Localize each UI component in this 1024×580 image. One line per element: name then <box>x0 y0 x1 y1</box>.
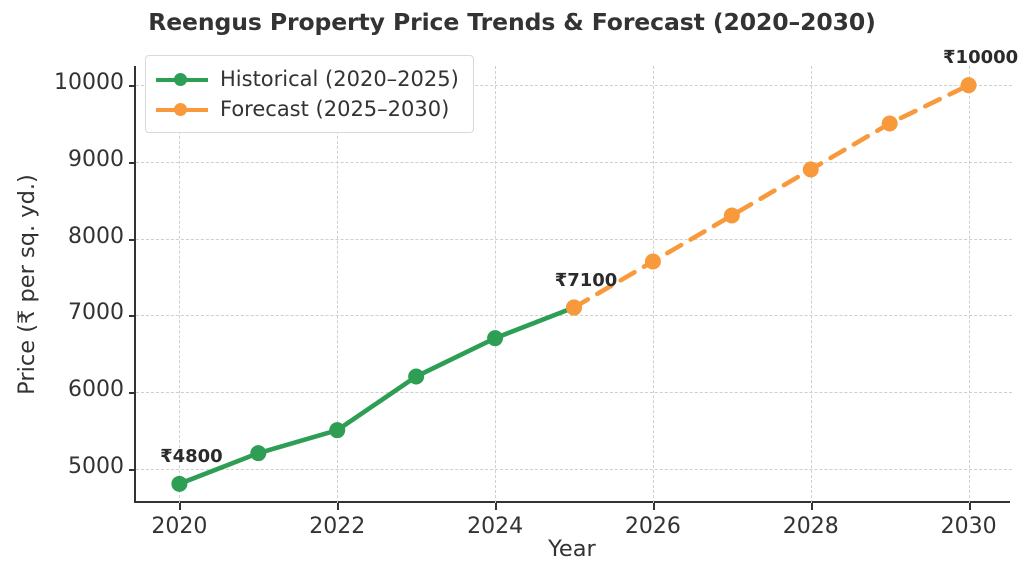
x-axis-label: Year <box>548 536 596 562</box>
data-point[interactable] <box>802 161 819 178</box>
legend-item-historical[interactable]: Historical (2020–2025) <box>156 64 459 94</box>
gridline-horizontal <box>136 391 1012 393</box>
gridline-horizontal <box>136 315 1012 317</box>
gridline-vertical <box>968 66 970 503</box>
data-label: ₹7100 <box>554 269 618 291</box>
plot-area: ₹4800 ₹7100 ₹10000 5000 6000 7000 8000 9000 100… <box>54 47 1018 539</box>
x-tick-label: 2028 <box>782 514 839 539</box>
x-tick-mark <box>495 503 498 510</box>
y-tick-mark <box>129 238 136 241</box>
data-point[interactable] <box>250 445 267 462</box>
data-label: ₹4800 <box>160 445 223 467</box>
x-tick-mark <box>968 503 971 510</box>
x-tick-label: 2026 <box>624 514 681 539</box>
gridline-vertical <box>495 66 497 503</box>
x-tick-mark <box>179 503 182 510</box>
x-tick-label: 2030 <box>940 514 997 539</box>
gridline-horizontal <box>136 161 1012 163</box>
series-line-forecast <box>571 82 971 310</box>
y-tick-mark <box>129 468 136 471</box>
y-axis-label: Price (₹ per sq. yd.) <box>14 174 40 395</box>
gridline-horizontal <box>136 85 1012 87</box>
legend-item-forecast[interactable]: Forecast (2025–2030) <box>156 94 459 124</box>
x-tick-label: 2022 <box>309 514 366 539</box>
data-label: ₹10000 <box>943 47 1019 69</box>
gridline-vertical <box>179 66 181 503</box>
data-point[interactable] <box>723 207 740 224</box>
y-tick-mark <box>129 161 136 164</box>
legend-marker-historical-icon <box>156 69 208 89</box>
data-point[interactable] <box>881 115 898 132</box>
y-tick-label: 7000 <box>68 300 124 326</box>
x-tick-mark <box>652 503 655 510</box>
gridline-vertical <box>810 66 812 503</box>
data-point[interactable] <box>408 368 425 385</box>
y-tick-label: 10000 <box>54 70 124 96</box>
x-tick-mark <box>337 503 340 510</box>
data-point[interactable] <box>329 422 346 439</box>
x-tick-mark <box>810 503 813 510</box>
y-tick-mark <box>129 85 136 88</box>
data-point[interactable] <box>487 330 504 347</box>
series-line-historical <box>177 305 577 487</box>
legend-label-historical: Historical (2020–2025) <box>220 67 459 91</box>
y-tick-label: 9000 <box>68 146 124 172</box>
chart-legend[interactable]: Historical (2020–2025) Forecast (2025–20… <box>145 55 474 133</box>
data-point[interactable] <box>960 77 977 94</box>
chart-title: Reengus Property Price Trends & Forecast… <box>148 8 876 36</box>
y-tick-mark <box>129 391 136 394</box>
y-tick-label: 6000 <box>68 376 124 402</box>
y-tick-label: 8000 <box>68 223 124 249</box>
gridline-vertical <box>337 66 339 503</box>
y-tick-mark <box>129 315 136 318</box>
x-tick-label: 2020 <box>151 514 208 539</box>
gridline-horizontal <box>136 468 1012 470</box>
data-point[interactable] <box>171 475 188 492</box>
gridline-vertical <box>652 66 654 503</box>
gridline-horizontal <box>136 238 1012 240</box>
data-point[interactable] <box>566 299 582 316</box>
plot-inner: ₹4800 ₹7100 ₹10000 5000 6000 7000 8000 9000 100… <box>54 47 1018 539</box>
data-point[interactable] <box>644 253 661 270</box>
legend-label-forecast: Forecast (2025–2030) <box>220 97 450 121</box>
y-tick-label: 5000 <box>68 453 124 479</box>
x-tick-label: 2024 <box>467 514 524 539</box>
series-layer <box>171 77 977 492</box>
legend-marker-forecast-icon <box>156 99 208 119</box>
